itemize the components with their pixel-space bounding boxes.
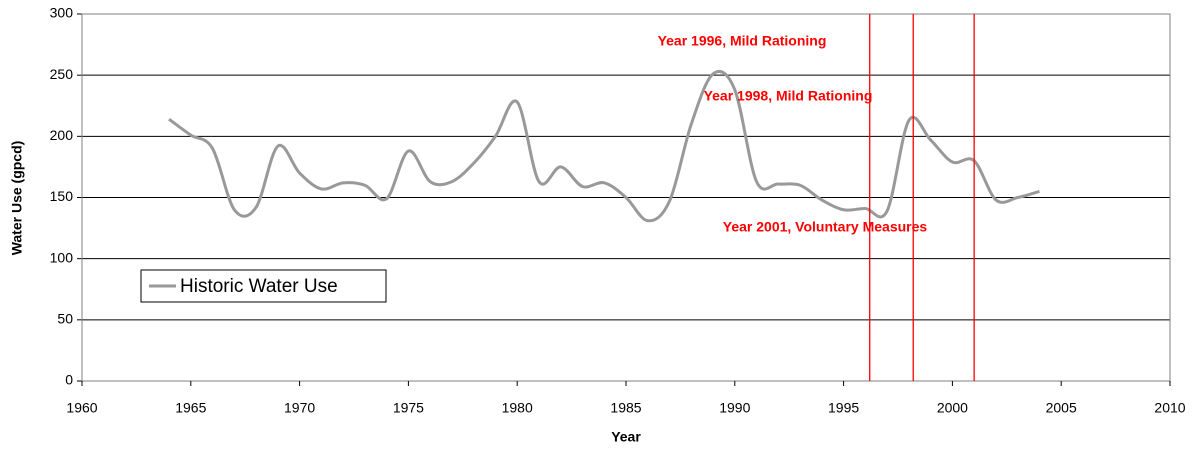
y-tick-label: 0: [65, 372, 73, 388]
data-line: [168, 70, 1040, 223]
y-tick-label: 150: [50, 188, 74, 204]
x-tick-label: 1960: [66, 400, 97, 416]
annotation: Year 1998, Mild Rationing: [704, 88, 873, 104]
x-tick-label: 1965: [175, 400, 206, 416]
x-tick-label: 1975: [393, 400, 424, 416]
x-tick-label: 2010: [1154, 400, 1185, 416]
y-tick-label: 250: [50, 66, 74, 82]
y-tick-label: 300: [50, 5, 74, 21]
x-tick-label: 1970: [284, 400, 315, 416]
annotation: Year 1996, Mild Rationing: [658, 33, 827, 49]
y-tick-label: 100: [50, 249, 74, 265]
y-tick-label: 200: [50, 127, 74, 143]
x-tick-label: 2005: [1046, 400, 1077, 416]
annotation: Year 2001, Voluntary Measures: [723, 219, 928, 235]
x-tick-label: 1985: [610, 400, 641, 416]
y-axis-title: Water Use (gpcd): [9, 141, 25, 256]
x-tick-label: 2000: [937, 400, 968, 416]
legend-label: Historic Water Use: [180, 276, 338, 297]
y-tick-label: 50: [57, 311, 73, 327]
x-tick-label: 1980: [502, 400, 533, 416]
x-tick-label: 1990: [719, 400, 750, 416]
x-tick-label: 1995: [828, 400, 859, 416]
x-axis-title: Year: [611, 429, 641, 445]
legend-box: [140, 269, 387, 303]
